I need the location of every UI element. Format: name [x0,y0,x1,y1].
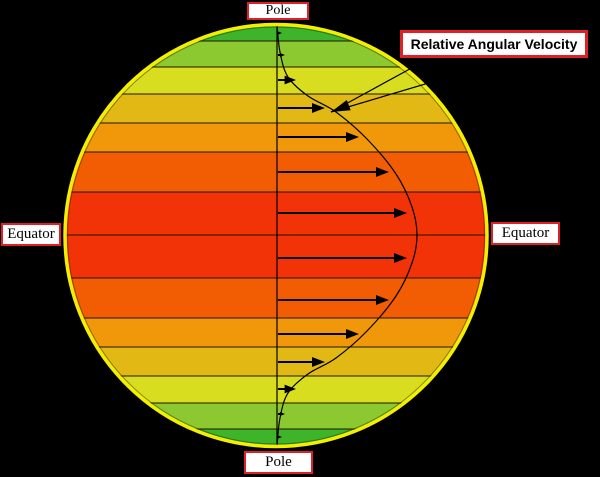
latitude-band-north-band-2 [65,152,487,192]
velocity-arrow-5 [278,167,389,177]
latitude-band-south-band-6 [65,403,487,429]
pole-label-bottom-text: Pole [265,454,292,470]
velocity-arrow-head [394,253,407,263]
latitude-band-south-band-2 [65,278,487,318]
velocity-arrow-head [280,412,285,416]
annotation-leader-line-1 [330,57,514,113]
equator-label-right-text: Equator [501,225,550,241]
velocity-arrow-head [312,103,325,113]
velocity-arrow-1 [278,53,285,57]
velocity-arrow-10 [278,357,325,367]
velocity-arrow-head [277,31,282,35]
latitude-band-south-band-5 [65,376,487,403]
pole-label-top-text: Pole [265,3,291,18]
velocity-arrow-4 [278,132,359,142]
velocity-arrow-0 [277,31,282,35]
velocity-arrow-head [277,435,282,439]
velocity-arrow-12 [278,412,285,416]
latitude-band-north-band-4 [65,94,487,123]
sun-rim [63,22,489,449]
annotation-arrow-head [331,100,351,112]
relative-angular-velocity-text: Relative Angular Velocity [410,36,578,52]
velocity-arrow-head [394,208,407,218]
velocity-profile-curve [276,24,418,447]
velocity-arrow-head [284,75,296,85]
velocity-arrow-11 [278,384,296,394]
equator-label-right: Equator [491,222,560,245]
pole-label-top: Pole [247,2,309,20]
velocity-arrow-head [284,384,296,394]
latitude-band-north-band-3 [65,123,487,152]
latitude-band-south-band-1 [65,235,487,278]
velocity-arrow-13 [277,435,282,439]
sun-inner-edge [67,26,485,445]
velocity-arrow-3 [278,103,325,113]
velocity-arrow-head [312,357,325,367]
velocity-arrow-head [376,295,389,305]
velocity-arrow-head [280,53,285,57]
velocity-arrow-head [346,329,359,339]
equator-label-left: Equator [1,223,61,246]
velocity-arrow-6 [278,208,407,218]
velocity-arrow-9 [278,329,359,339]
velocity-arrow-8 [278,295,389,305]
velocity-arrow-head [346,132,359,142]
relative-angular-velocity-label: Relative Angular Velocity [400,30,588,58]
velocity-arrow-2 [278,75,296,85]
pole-label-bottom: Pole [244,451,313,474]
equator-label-left-text: Equator [7,226,55,242]
latitude-band-north-band-1 [65,192,487,235]
velocity-arrow-7 [278,253,407,263]
velocity-arrow-head [376,167,389,177]
latitude-band-south-band-3 [65,318,487,347]
latitude-band-south-band-4 [65,347,487,376]
